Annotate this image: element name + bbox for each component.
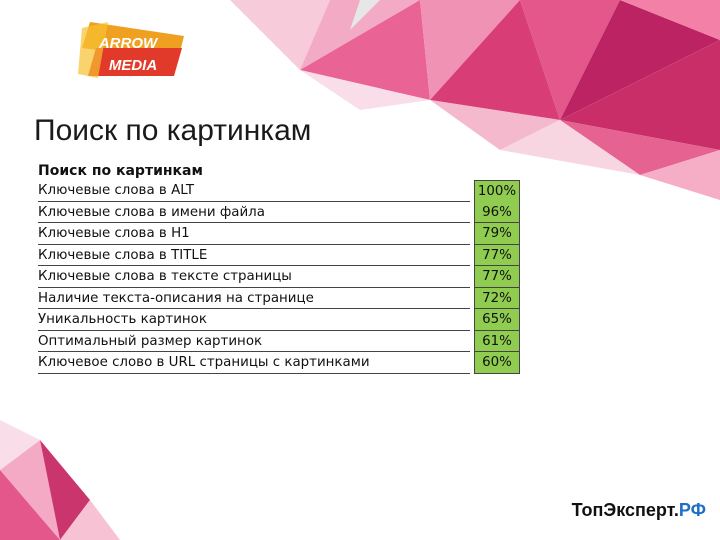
table-row: Ключевые слова в имени файла 96% [38, 201, 520, 223]
row-label: Ключевые слова в имени файла [38, 202, 470, 223]
page-title: Поиск по картинкам [34, 114, 312, 147]
ranking-table: Ключевые слова в ALT 100% Ключевые слова… [38, 180, 520, 374]
row-label: Ключевое слово в URL страницы с картинка… [38, 352, 470, 374]
row-value: 100% [474, 180, 520, 203]
table-row: Ключевые слова в тексте страницы 77% [38, 266, 520, 288]
table-row: Оптимальный размер картинок 61% [38, 330, 520, 352]
table-header: Поиск по картинкам [38, 163, 203, 179]
logo-line1: ARROW [98, 35, 159, 52]
table-row: Уникальность картинок 65% [38, 309, 520, 331]
table-row: Ключевые слова в TITLE 77% [38, 244, 520, 266]
table-row: Ключевые слова в H1 79% [38, 223, 520, 245]
brand-suffix: РФ [678, 500, 706, 520]
row-label: Ключевые слова в тексте страницы [38, 266, 470, 288]
row-label: Ключевые слова в TITLE [38, 245, 470, 266]
row-label: Уникальность картинок [38, 309, 470, 331]
row-value: 60% [474, 352, 520, 374]
row-value: 79% [474, 223, 520, 245]
brand-main: ТопЭксперт. [571, 500, 679, 520]
row-value: 61% [474, 330, 520, 352]
row-value: 77% [474, 244, 520, 266]
row-value: 72% [474, 287, 520, 309]
row-label: Ключевые слова в H1 [38, 223, 470, 245]
table-row: Ключевое слово в URL страницы с картинка… [38, 352, 520, 374]
row-label: Ключевые слова в ALT [38, 180, 470, 202]
logo-line2: MEDIA [109, 57, 157, 74]
row-label: Оптимальный размер картинок [38, 331, 470, 352]
row-value: 77% [474, 266, 520, 288]
row-value: 96% [474, 201, 520, 223]
brand-footer: ТопЭксперт.РФ [572, 500, 706, 521]
row-value: 65% [474, 309, 520, 331]
table-row: Ключевые слова в ALT 100% [38, 180, 520, 203]
row-label: Наличие текста-описания на странице [38, 288, 470, 309]
table-row: Наличие текста-описания на странице 72% [38, 287, 520, 309]
arrow-media-logo: ARROW MEDIA [78, 22, 184, 78]
